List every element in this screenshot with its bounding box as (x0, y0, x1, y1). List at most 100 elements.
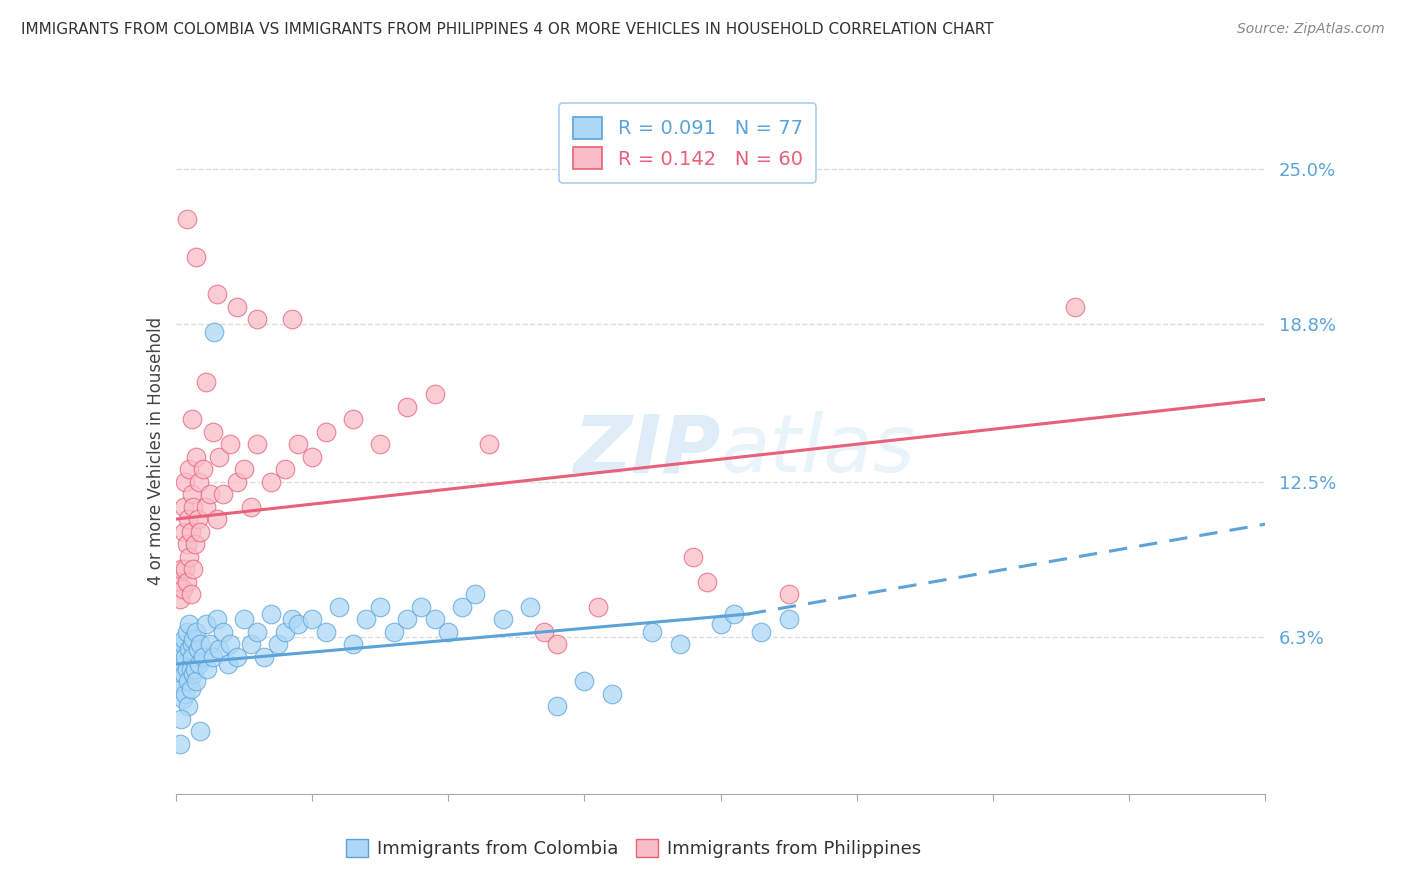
Point (183, 632, 205, 646)
Point (186, 624, 208, 639)
Point (246, 312, 269, 326)
Point (176, 662, 198, 676)
Point (1063, 300, 1085, 314)
Point (194, 617, 217, 632)
Point (184, 662, 207, 676)
Point (191, 649, 214, 664)
Point (195, 662, 218, 676)
Point (226, 300, 249, 314)
Point (208, 642, 231, 657)
Point (546, 637, 568, 651)
Point (382, 624, 405, 639)
Point (188, 524, 211, 539)
Point (205, 512, 228, 526)
Point (177, 512, 200, 526)
Point (315, 624, 337, 639)
Point (668, 637, 690, 651)
Point (170, 712, 193, 726)
Point (423, 387, 446, 401)
Point (172, 657, 194, 671)
Point (180, 681, 202, 696)
Point (301, 450, 323, 464)
Point (212, 624, 235, 639)
Point (342, 412, 364, 426)
Point (173, 524, 195, 539)
Point (217, 657, 239, 671)
Point (198, 637, 221, 651)
Point (179, 617, 201, 632)
Point (437, 624, 460, 639)
Point (194, 375, 217, 389)
Point (226, 649, 249, 664)
Point (212, 487, 235, 501)
Point (287, 617, 309, 632)
Point (478, 437, 501, 451)
Point (169, 674, 191, 689)
Point (201, 649, 224, 664)
Legend: Immigrants from Colombia, Immigrants from Philippines: Immigrants from Colombia, Immigrants fro… (337, 830, 929, 867)
Point (239, 637, 262, 651)
Point (533, 624, 555, 639)
Point (194, 500, 217, 514)
Point (232, 462, 254, 476)
Point (710, 617, 733, 632)
Point (191, 462, 214, 476)
Point (519, 599, 541, 614)
Point (167, 574, 190, 589)
Point (267, 637, 290, 651)
Point (246, 437, 269, 451)
Point (260, 475, 283, 489)
Point (188, 637, 211, 651)
Point (409, 599, 432, 614)
Point (274, 624, 297, 639)
Point (173, 632, 195, 646)
Point (641, 624, 664, 639)
Point (219, 637, 242, 651)
Point (205, 287, 228, 301)
Point (492, 612, 515, 626)
Point (186, 642, 209, 657)
Point (183, 667, 205, 681)
Point (239, 500, 262, 514)
Point (723, 607, 745, 621)
Point (187, 657, 209, 671)
Point (181, 649, 204, 664)
Point (173, 667, 195, 681)
Text: ZIP: ZIP (574, 411, 721, 490)
Point (174, 475, 197, 489)
Point (174, 562, 197, 576)
Point (180, 524, 202, 539)
Point (301, 612, 323, 626)
Point (186, 450, 208, 464)
Point (176, 537, 198, 551)
Point (172, 582, 194, 596)
Point (170, 649, 193, 664)
Point (183, 500, 205, 514)
Point (183, 562, 205, 576)
Point (186, 250, 208, 264)
Point (181, 637, 204, 651)
Point (368, 599, 391, 614)
Point (181, 487, 204, 501)
Point (546, 699, 568, 714)
Point (751, 624, 773, 639)
Point (186, 512, 209, 526)
Point (246, 624, 269, 639)
Point (208, 450, 231, 464)
Point (170, 681, 193, 696)
Point (177, 699, 200, 714)
Point (356, 612, 378, 626)
Point (170, 562, 193, 576)
Text: Source: ZipAtlas.com: Source: ZipAtlas.com (1237, 22, 1385, 37)
Point (205, 612, 228, 626)
Point (274, 462, 297, 476)
Point (179, 549, 201, 564)
Point (198, 487, 221, 501)
Point (180, 662, 202, 676)
Point (450, 599, 472, 614)
Point (464, 587, 486, 601)
Point (778, 612, 800, 626)
Point (176, 624, 198, 639)
Point (186, 674, 208, 689)
Point (287, 437, 309, 451)
